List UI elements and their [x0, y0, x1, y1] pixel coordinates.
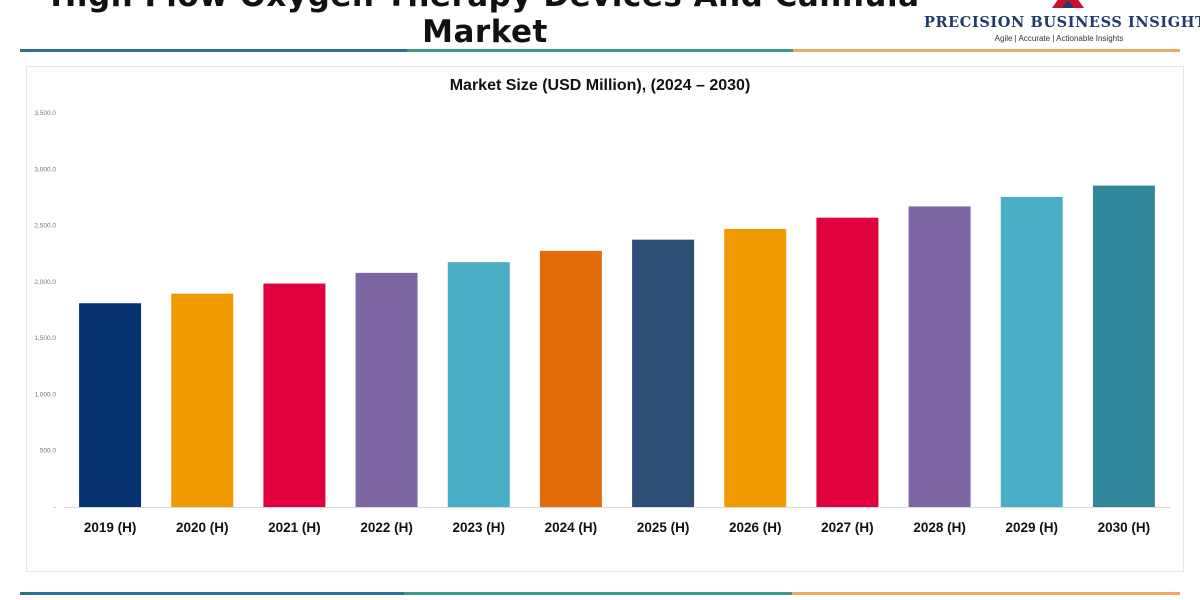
- x-tick-label: 2025 (H): [637, 520, 690, 535]
- bar-2023: [447, 262, 510, 507]
- footer-rule-green: [404, 592, 792, 595]
- brand-logo: PRECISION BUSINESS INSIGHTS Agile | Accu…: [924, 0, 1200, 48]
- x-tick-label: 2026 (H): [729, 520, 782, 535]
- x-tick-label: 2030 (H): [1098, 520, 1151, 535]
- x-tick-label: 2023 (H): [452, 520, 505, 535]
- chart-title: Market Size (USD Million), (2024 – 2030): [449, 77, 751, 94]
- x-tick-label: 2022 (H): [360, 520, 413, 535]
- report-title: High Flow Oxygen Therapy Devices And Can…: [30, 0, 940, 52]
- logo-tagline: Agile | Accurate | Actionable Insights: [994, 34, 1124, 43]
- y-tick-label: 3,000.0: [34, 166, 56, 173]
- x-tick-label: 2029 (H): [1005, 520, 1058, 535]
- x-tick-label: 2028 (H): [913, 520, 966, 535]
- bar-2022: [355, 272, 418, 507]
- bar-2019: [79, 303, 142, 507]
- bar-2024: [539, 250, 602, 507]
- y-tick-label: -: [54, 504, 56, 511]
- y-tick-label: 1,000.0: [34, 391, 56, 398]
- header-rule-blue: [20, 49, 407, 52]
- footer-rule-blue: [20, 592, 404, 595]
- y-tick-label: 2,500.0: [34, 223, 56, 230]
- report-title-text: High Flow Oxygen Therapy Devices And Can…: [50, 0, 919, 50]
- bar-2027: [816, 217, 879, 508]
- y-tick-label: 1,500.0: [34, 335, 56, 342]
- y-tick-label: 3,500.0: [34, 110, 56, 117]
- y-tick-label: 2,000.0: [34, 279, 56, 286]
- bar-2021: [263, 283, 326, 507]
- x-tick-label: 2020 (H): [176, 520, 229, 535]
- x-tick-label: 2024 (H): [545, 520, 598, 535]
- logo-mark-icon: [1052, 0, 1084, 8]
- x-tick-label: 2019 (H): [84, 520, 137, 535]
- bar-2030: [1092, 185, 1155, 507]
- footer-rule-orange: [792, 592, 1180, 595]
- y-tick-label: 500.0: [40, 448, 57, 455]
- logo-name: PRECISION BUSINESS INSIGHTS: [924, 14, 1200, 31]
- x-tick-label: 2021 (H): [268, 520, 321, 535]
- header-rule-orange: [793, 49, 1180, 52]
- header-rule-green: [407, 49, 793, 52]
- bar-2026: [724, 228, 787, 507]
- bar-2028: [908, 206, 971, 508]
- bar-2025: [632, 239, 695, 507]
- bar-2020: [171, 293, 234, 507]
- bar-2029: [1000, 196, 1063, 507]
- x-tick-label: 2027 (H): [821, 520, 874, 535]
